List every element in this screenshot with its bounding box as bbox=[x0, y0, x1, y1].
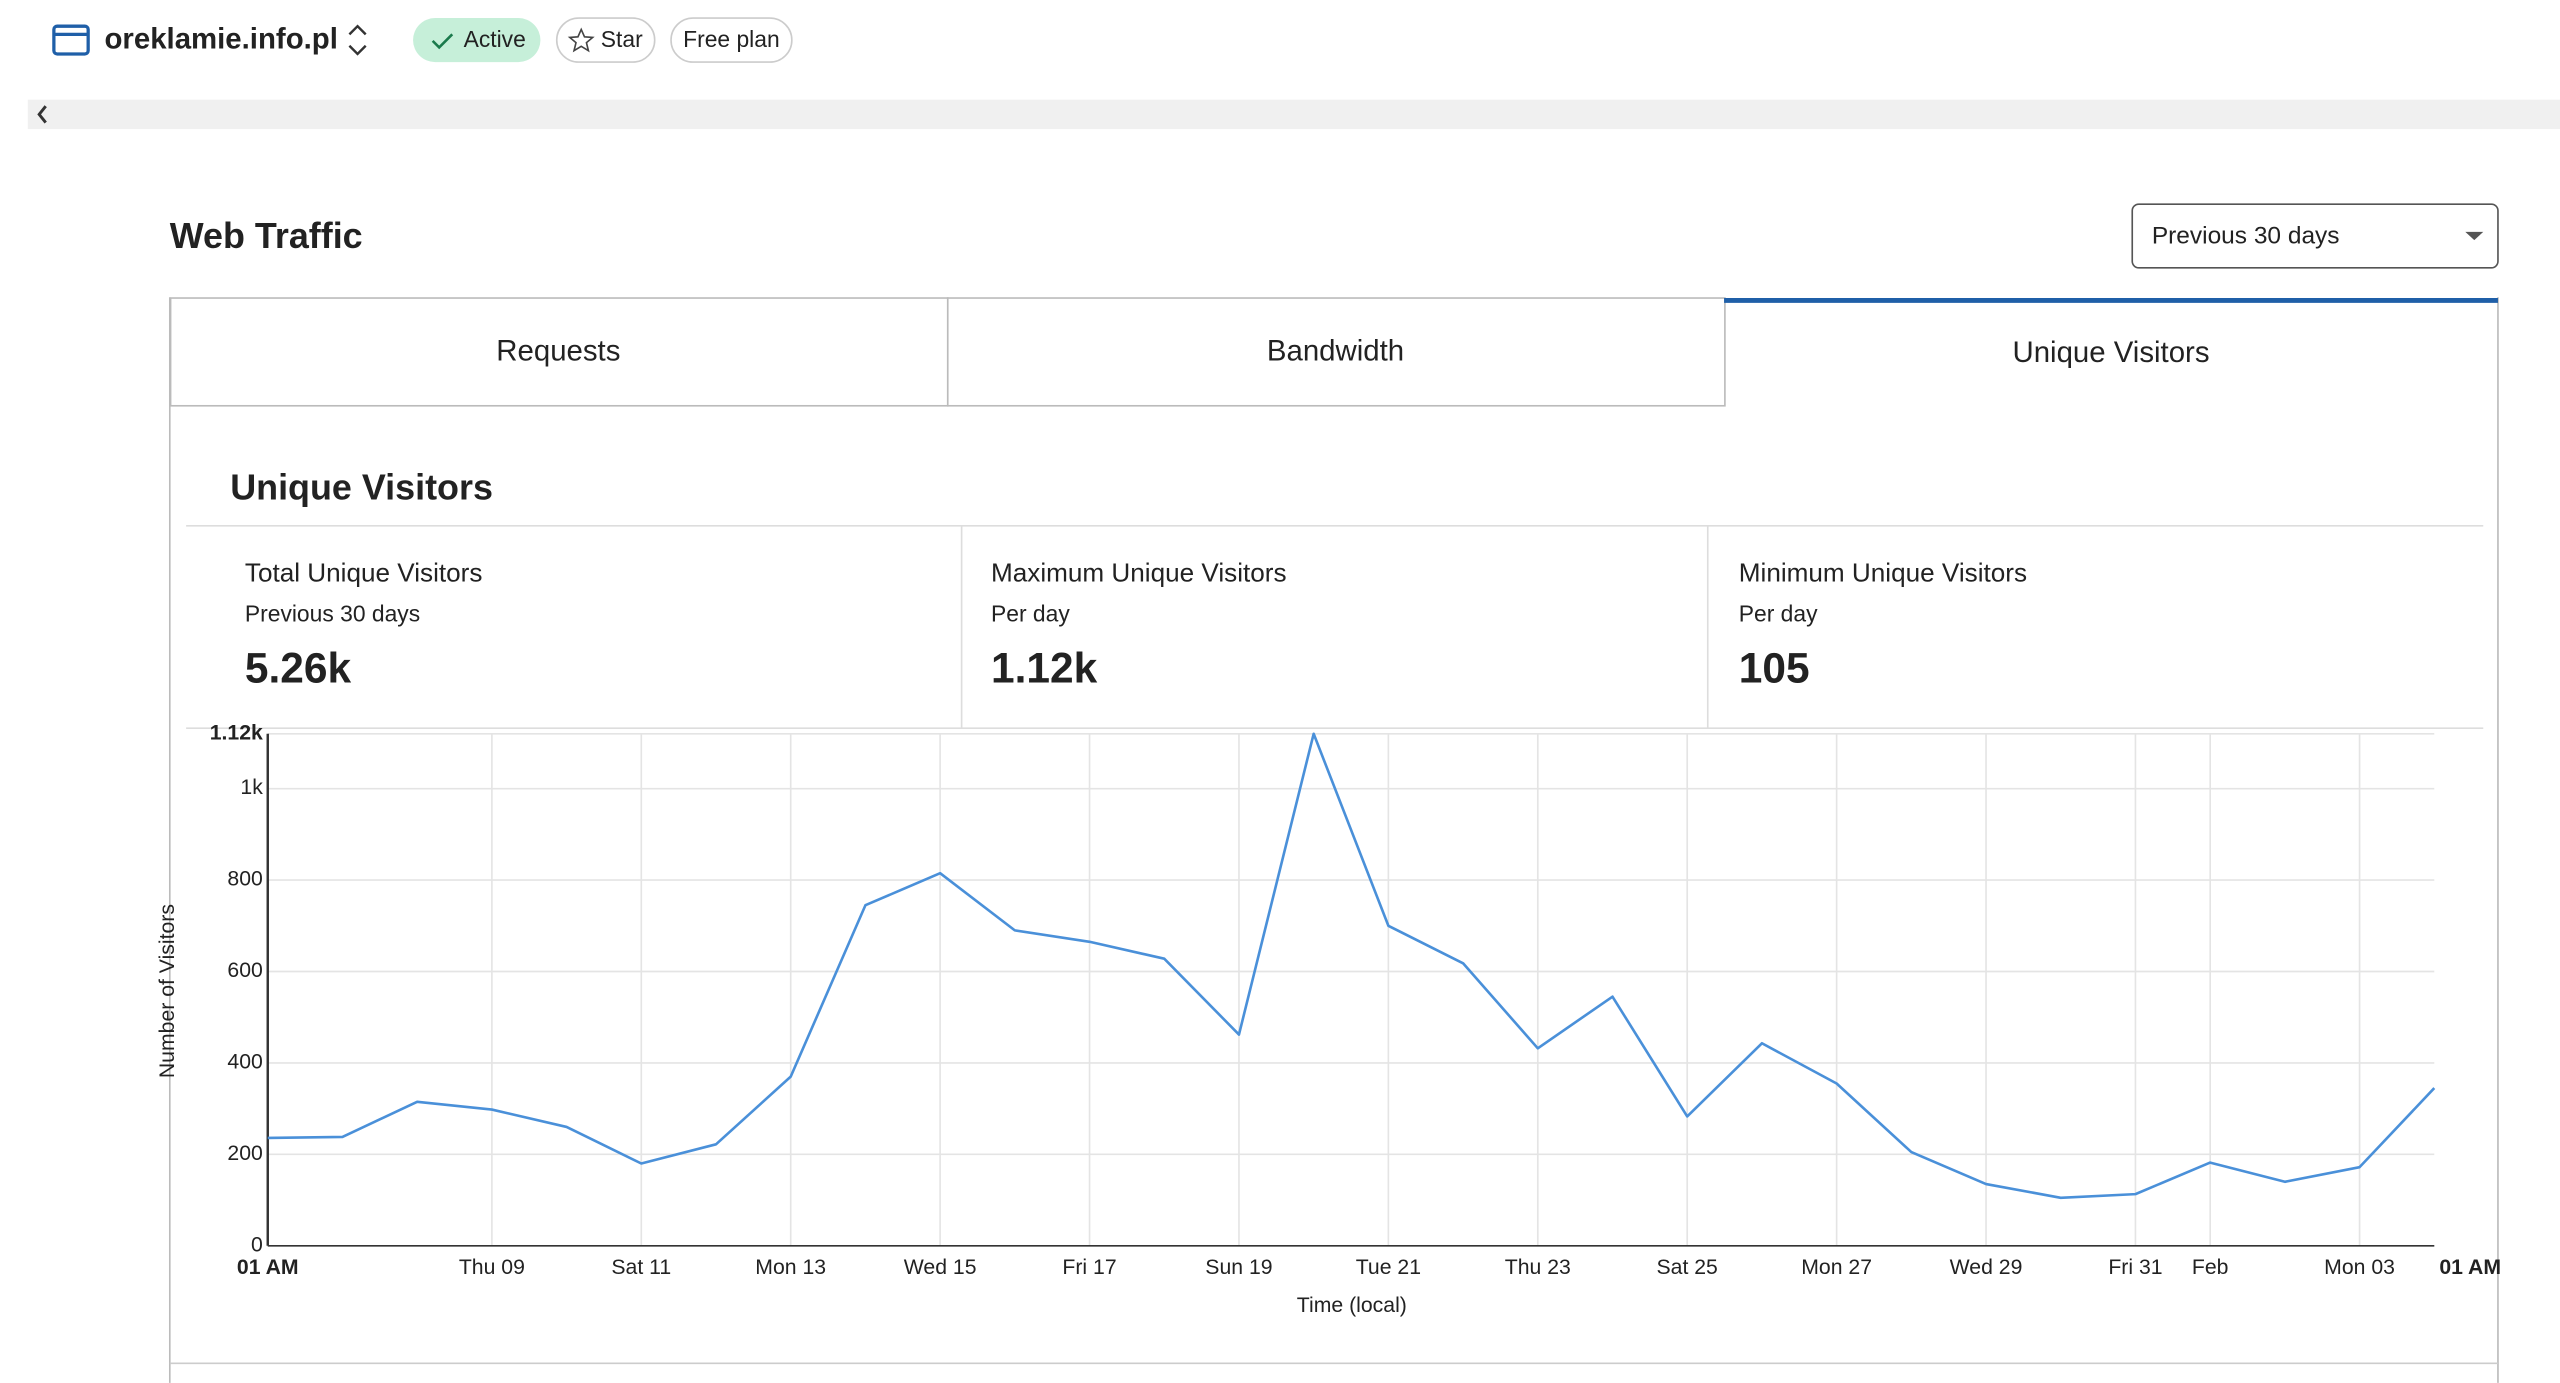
x-tick-label: Fri 17 bbox=[1062, 1256, 1116, 1279]
stat-sub: Per day bbox=[991, 601, 1070, 627]
stat-value: 5.26k bbox=[245, 644, 352, 691]
y-axis-title: Number of Visitors bbox=[156, 904, 179, 1078]
stat-label: Minimum Unique Visitors bbox=[1739, 558, 2027, 588]
x-axis-title: Time (local) bbox=[1297, 1294, 1407, 1317]
site-name[interactable]: oreklamie.info.pl bbox=[104, 23, 337, 56]
stat-label: Maximum Unique Visitors bbox=[991, 558, 1287, 588]
stat: Total Unique Visitors Previous 30 days 5… bbox=[245, 558, 483, 692]
stat: Minimum Unique Visitors Per day 105 bbox=[1739, 558, 2027, 692]
star-text: Star bbox=[601, 26, 643, 52]
x-tick-label: Mon 03 bbox=[2324, 1256, 2395, 1279]
x-tick-label: 01 AM bbox=[2439, 1256, 2501, 1279]
collapse-bar[interactable] bbox=[27, 99, 2560, 130]
x-tick-label: Wed 15 bbox=[904, 1256, 977, 1279]
tab-label[interactable]: Bandwidth bbox=[1267, 334, 1404, 367]
x-tick-label: Feb bbox=[2192, 1256, 2229, 1279]
x-tick-label: Sat 11 bbox=[611, 1256, 671, 1279]
section-title: Web Traffic bbox=[170, 215, 363, 256]
x-tick-label: Wed 29 bbox=[1950, 1256, 2023, 1279]
plan-pill[interactable] bbox=[670, 17, 793, 63]
x-tick-label: 01 AM bbox=[237, 1256, 299, 1279]
card-title: Unique Visitors bbox=[230, 466, 493, 507]
stat-sub: Per day bbox=[1739, 601, 1818, 627]
stat-value: 105 bbox=[1739, 644, 1810, 691]
collapse-icon bbox=[37, 105, 47, 124]
tab[interactable] bbox=[946, 297, 1726, 407]
y-tick-label: 1.12k bbox=[210, 721, 263, 744]
range-select[interactable] bbox=[2131, 203, 2499, 269]
stats-dividers bbox=[186, 524, 2484, 730]
card-border bbox=[168, 297, 2499, 1383]
site-switcher[interactable] bbox=[348, 24, 367, 56]
data-line bbox=[267, 732, 2436, 1200]
x-tick-label: Tue 21 bbox=[1356, 1256, 1421, 1279]
tab-label[interactable]: Unique Visitors bbox=[2013, 336, 2210, 369]
x-tick-label: Mon 27 bbox=[1801, 1256, 1872, 1279]
y-tick-label: 800 bbox=[227, 868, 262, 891]
x-tick-label: Fri 31 bbox=[2108, 1256, 2162, 1279]
status-pill bbox=[413, 18, 541, 63]
stat-sub: Previous 30 days bbox=[245, 601, 420, 627]
y-tick-label: 400 bbox=[227, 1051, 262, 1074]
y-tick-label: 600 bbox=[227, 959, 262, 982]
site-icon bbox=[52, 24, 90, 56]
x-tick-label: Thu 23 bbox=[1505, 1256, 1571, 1279]
x-tick-label: Sun 19 bbox=[1205, 1256, 1272, 1279]
star-icon bbox=[567, 27, 595, 53]
plan-text: Free plan bbox=[683, 26, 780, 52]
dropdown-arrow bbox=[2465, 231, 2484, 241]
y-tick-label: 1k bbox=[240, 776, 263, 799]
range-select-text: Previous 30 days bbox=[2152, 222, 2340, 249]
tab-label[interactable]: Requests bbox=[496, 334, 620, 367]
chart: Time (local) Number of Visitors 0 200 400 6… bbox=[156, 721, 2501, 1316]
check-icon bbox=[431, 33, 454, 50]
y-tick-label: 0 bbox=[251, 1233, 263, 1256]
status-text: Active bbox=[464, 26, 526, 52]
stat-label: Total Unique Visitors bbox=[245, 558, 483, 588]
tab[interactable] bbox=[169, 297, 949, 407]
x-tick-label: Mon 13 bbox=[755, 1256, 826, 1279]
x-tick-label: Thu 09 bbox=[459, 1256, 525, 1279]
x-tick-label: Sat 25 bbox=[1657, 1256, 1718, 1279]
y-tick-label: 200 bbox=[227, 1142, 262, 1165]
stat: Maximum Unique Visitors Per day 1.12k bbox=[991, 558, 1287, 692]
stat-value: 1.12k bbox=[991, 644, 1098, 691]
